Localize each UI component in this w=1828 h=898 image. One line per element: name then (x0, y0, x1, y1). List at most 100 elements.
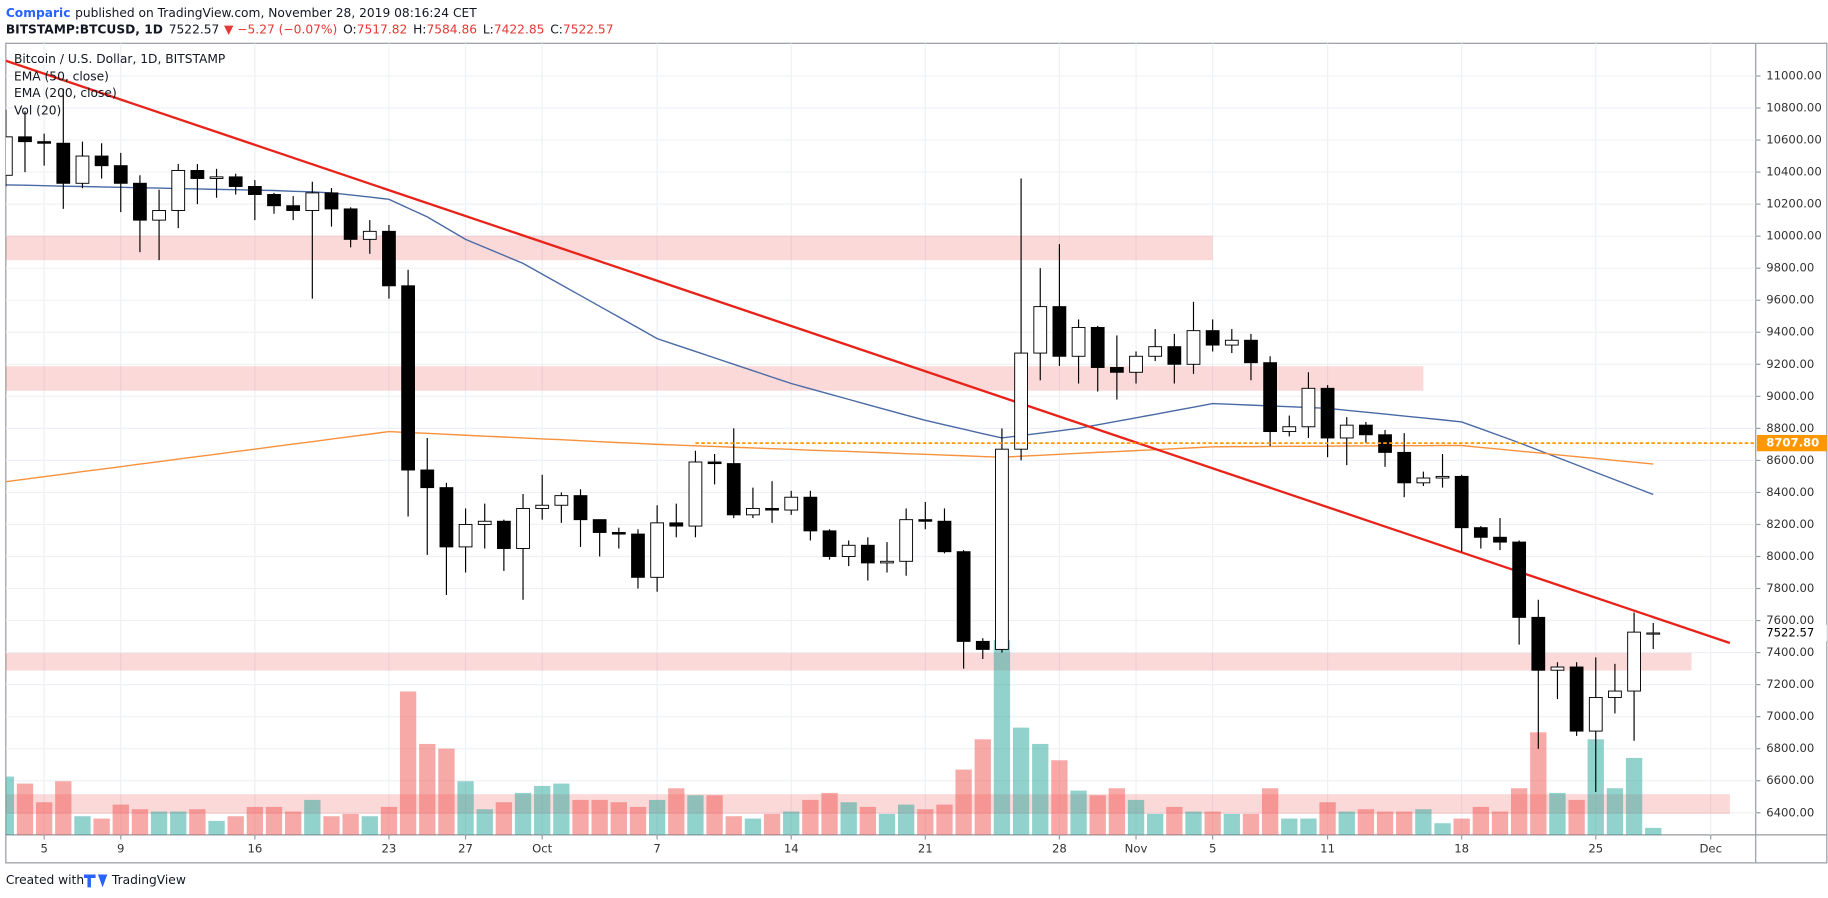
volume-bar (1434, 823, 1451, 835)
candle-body (18, 136, 32, 143)
volume-bar (1319, 802, 1336, 835)
candle-body (1071, 326, 1086, 357)
candle-body (305, 192, 320, 211)
author[interactable]: Comparic (6, 5, 71, 19)
candle-body (1263, 362, 1277, 433)
candle-body (746, 507, 760, 516)
candle-body (286, 205, 301, 211)
volume-bar (1415, 809, 1432, 835)
volume-bar (648, 799, 666, 835)
candle-body (497, 520, 511, 549)
volume-bar (725, 816, 742, 835)
candle-body (765, 507, 779, 511)
published: published on TradingView.com, November 2… (75, 5, 477, 19)
volume-bar (1012, 727, 1030, 835)
y-tick-label: 8000.00 (1766, 549, 1814, 563)
volume-bar (591, 799, 608, 835)
brand-logo (83, 874, 108, 888)
candle-body (1148, 346, 1163, 357)
candle-body (975, 640, 990, 650)
y-tick-label: 10000.00 (1766, 229, 1822, 243)
x-tick-label: 25 (1588, 841, 1603, 855)
candle-body (1244, 339, 1258, 364)
volume-bar (1127, 799, 1145, 835)
y-tick-label: 9800.00 (1766, 261, 1814, 275)
legend: Bitcoin / U.S. Dollar, 1D, BITSTAMP EMA … (14, 52, 225, 117)
volume-bar (246, 806, 264, 835)
ema-line (5, 184, 1654, 496)
volume-bar (227, 816, 244, 835)
volume-bar (955, 769, 972, 835)
x-tick-label: 7 (653, 841, 660, 855)
candle-body (650, 522, 665, 578)
candle-body (420, 469, 435, 489)
candle-body (1608, 690, 1622, 698)
candle-body (1301, 387, 1316, 428)
candle-body (1627, 631, 1641, 692)
candle-body (209, 176, 224, 179)
footer-brand[interactable]: TradingView (111, 873, 186, 887)
candle-body (1512, 541, 1527, 618)
candle-body (1167, 346, 1182, 365)
candle-body (1473, 527, 1488, 538)
volume-bar (16, 783, 34, 835)
candle-body (1033, 306, 1048, 354)
candle-body (1397, 451, 1412, 484)
candle-body (937, 520, 952, 553)
x-tick-label: 18 (1454, 841, 1469, 855)
y-tick-label: 9000.00 (1766, 389, 1814, 403)
y-tick-label: 8800.00 (1766, 421, 1814, 435)
candle-body (1129, 355, 1143, 373)
l-label: L: (483, 22, 494, 36)
o-label: O: (343, 22, 357, 36)
candle-body (37, 141, 52, 144)
symbol: BITSTAMP:BTCUSD, 1D (6, 22, 163, 36)
l-value: 7422.85 (494, 22, 545, 36)
volume-bar (170, 811, 187, 835)
volume-bar (208, 820, 225, 835)
candle-body (707, 461, 722, 465)
legend-ema50: EMA (50, close) (14, 70, 109, 84)
footer-created: Created with (6, 873, 84, 887)
y-tick-label: 10200.00 (1766, 197, 1822, 211)
y-tick-label: 9200.00 (1766, 357, 1814, 371)
volume-bar (1357, 809, 1375, 835)
volume-bar (840, 802, 857, 835)
candle-body (1435, 475, 1450, 479)
volume-bar (1300, 818, 1317, 835)
volume-bar (1051, 760, 1068, 835)
y-tick-label: 6800.00 (1766, 741, 1814, 755)
volume-bar (112, 804, 129, 835)
candle-body (113, 165, 128, 184)
y-tick-label: 7200.00 (1766, 677, 1814, 691)
volume-bar (1396, 811, 1413, 835)
x-tick-label: Nov (1125, 841, 1148, 855)
x-tick-label: 5 (40, 841, 47, 855)
volume-bar (323, 816, 340, 835)
volume-bar (1261, 788, 1279, 835)
x-tick-label: 9 (117, 841, 124, 855)
candle-body (439, 487, 454, 548)
x-tick-label: 5 (1209, 841, 1216, 855)
candle-body (267, 194, 281, 207)
candle-body (1454, 475, 1469, 529)
volume-bar (1491, 811, 1509, 835)
candle-body (1493, 536, 1507, 543)
y-tick-label: 8400.00 (1766, 485, 1814, 499)
x-tick-label: 23 (382, 841, 397, 855)
volume-bar (1108, 788, 1126, 835)
volume-bar (1645, 827, 1662, 835)
candle-body (458, 523, 473, 548)
volume-bar (783, 811, 800, 835)
volume-bar (438, 748, 455, 835)
volume-bar (1606, 788, 1624, 835)
volume-bar (1204, 811, 1221, 835)
x-tick-label: 21 (918, 841, 933, 855)
candle-body (477, 520, 492, 525)
volume-bar (131, 809, 149, 835)
change: ▼ −5.27 (−0.07%) (224, 22, 337, 36)
x-tick-label: 14 (784, 841, 799, 855)
volume-bar (514, 792, 532, 835)
legend-ema200: EMA (200, close) (14, 86, 117, 100)
